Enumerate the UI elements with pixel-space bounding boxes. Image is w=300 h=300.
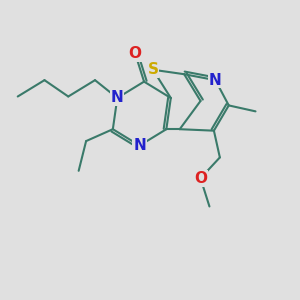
- Text: O: O: [194, 171, 207, 186]
- Text: N: N: [209, 73, 222, 88]
- Text: O: O: [129, 46, 142, 61]
- Text: S: S: [148, 62, 158, 77]
- Text: N: N: [111, 91, 124, 106]
- Text: N: N: [133, 138, 146, 153]
